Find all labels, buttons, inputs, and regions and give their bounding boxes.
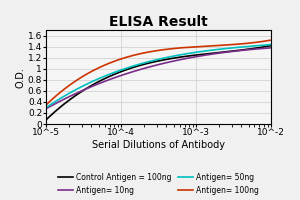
Control Antigen = 100ng <box>136 65 140 67</box>
Line: Antigen= 10ng: Antigen= 10ng <box>46 48 271 109</box>
Antigen= 10ng <box>80 90 83 92</box>
Antigen= 10ng <box>44 107 48 110</box>
Antigen= 50ng <box>66 93 69 96</box>
Antigen= 50ng <box>269 43 273 46</box>
Antigen= 50ng <box>136 63 140 66</box>
Antigen= 50ng <box>80 85 83 88</box>
Line: Antigen= 100ng: Antigen= 100ng <box>46 40 271 105</box>
Control Antigen = 100ng <box>44 118 48 121</box>
Y-axis label: O.D.: O.D. <box>15 67 25 88</box>
Antigen= 50ng <box>132 65 135 67</box>
Control Antigen = 100ng <box>66 100 69 103</box>
Antigen= 100ng <box>66 86 69 88</box>
Antigen= 10ng <box>136 69 139 72</box>
Control Antigen = 100ng <box>80 90 83 93</box>
Line: Antigen= 50ng: Antigen= 50ng <box>46 45 271 107</box>
Antigen= 50ng <box>268 43 272 46</box>
Antigen= 100ng <box>132 54 135 57</box>
Antigen= 100ng <box>136 53 139 56</box>
Antigen= 10ng <box>132 70 135 73</box>
Line: Control Antigen = 100ng: Control Antigen = 100ng <box>46 46 271 120</box>
Antigen= 100ng <box>269 39 273 41</box>
Title: ELISA Result: ELISA Result <box>109 15 208 29</box>
Antigen= 50ng <box>44 106 48 109</box>
Control Antigen = 100ng <box>269 44 273 47</box>
Antigen= 100ng <box>80 76 83 78</box>
Antigen= 10ng <box>269 47 273 49</box>
X-axis label: Serial Dilutions of Antibody: Serial Dilutions of Antibody <box>92 140 225 150</box>
Antigen= 100ng <box>136 53 140 55</box>
Legend: Control Antigen = 100ng, Antigen= 10ng, Antigen= 50ng, Antigen= 100ng: Control Antigen = 100ng, Antigen= 10ng, … <box>55 170 262 198</box>
Control Antigen = 100ng <box>132 66 135 69</box>
Antigen= 10ng <box>268 47 272 49</box>
Antigen= 100ng <box>44 103 48 106</box>
Antigen= 10ng <box>66 96 69 99</box>
Antigen= 100ng <box>268 39 272 41</box>
Control Antigen = 100ng <box>268 45 272 47</box>
Control Antigen = 100ng <box>136 65 139 67</box>
Antigen= 10ng <box>136 69 140 71</box>
Antigen= 50ng <box>136 64 139 66</box>
